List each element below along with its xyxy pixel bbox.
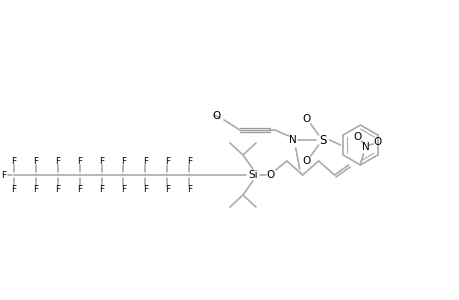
Text: F: F [186, 184, 191, 194]
Text: F: F [33, 184, 39, 194]
Text: F: F [55, 157, 60, 166]
Text: F: F [11, 157, 17, 166]
Text: F: F [186, 157, 191, 166]
Text: O: O [372, 137, 381, 147]
Text: F: F [55, 184, 60, 194]
Text: Si: Si [247, 170, 257, 180]
Text: F: F [142, 157, 148, 166]
Text: F: F [121, 157, 126, 166]
Text: F: F [121, 184, 126, 194]
Text: F: F [164, 184, 169, 194]
Text: F: F [33, 157, 39, 166]
Text: N: N [361, 142, 369, 152]
Text: F: F [164, 157, 169, 166]
Text: F: F [1, 170, 6, 179]
Text: F: F [99, 157, 104, 166]
Text: O: O [212, 111, 220, 121]
Text: F: F [142, 184, 148, 194]
Text: F: F [99, 184, 104, 194]
Text: S: S [318, 134, 325, 146]
Text: O: O [302, 114, 310, 124]
Text: O: O [302, 156, 310, 166]
Text: O: O [266, 170, 274, 180]
Text: N: N [288, 135, 296, 145]
Text: O: O [353, 132, 361, 142]
Text: F: F [11, 184, 17, 194]
Text: F: F [77, 157, 82, 166]
Text: F: F [77, 184, 82, 194]
